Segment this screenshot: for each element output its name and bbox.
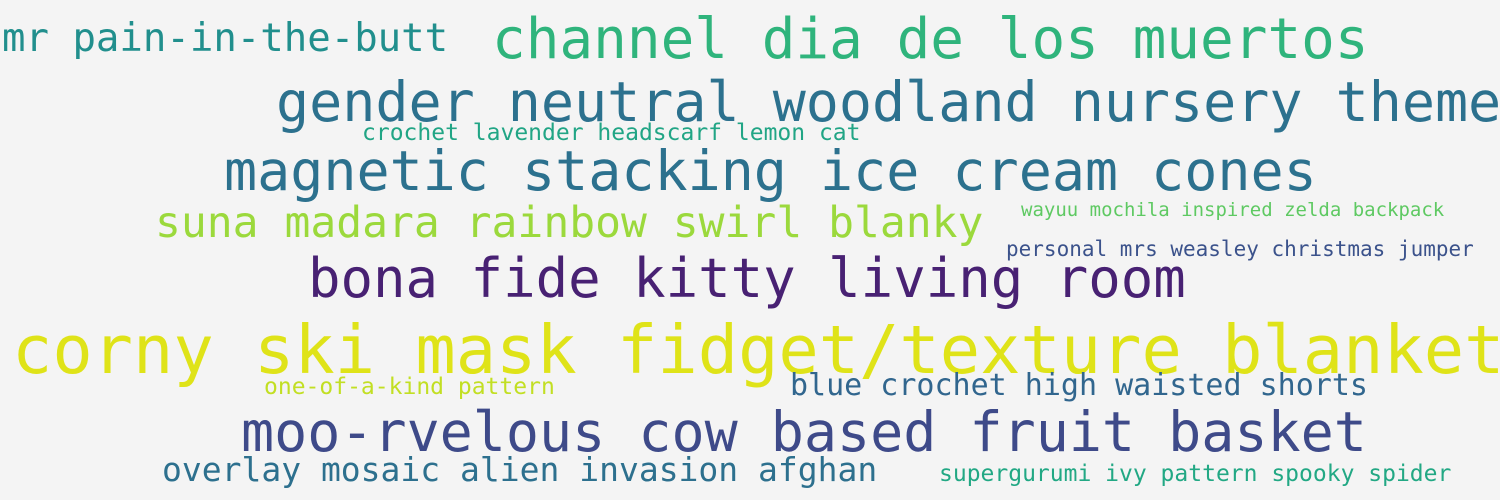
word-gender-neutral-woodland-nursery-theme: gender neutral woodland nursery theme (276, 70, 1500, 134)
word-personal-mrs-weasley-christmas-jumper: personal mrs weasley christmas jumper (1006, 237, 1474, 261)
word-bona-fide-kitty-living-room: bona fide kitty living room (308, 247, 1186, 310)
word-one-of-a-kind-pattern: one-of-a-kind pattern (264, 374, 555, 400)
word-overlay-mosaic-alien-invasion-afghan: overlay mosaic alien invasion afghan (162, 450, 878, 489)
word-magnetic-stacking-ice-cream-cones: magnetic stacking ice cream cones (224, 139, 1317, 203)
word-supergurumi-ivy-pattern-spooky-spider: supergurumi ivy pattern spooky spider (939, 461, 1452, 487)
word-wayuu-mochila-inspired-zelda-backpack: wayuu mochila inspired zelda backpack (1021, 199, 1445, 221)
word-channel-dia-de-los-muertos: channel dia de los muertos (492, 7, 1369, 72)
word-mr-pain-in-the-butt: mr pain-in-the-butt (2, 16, 449, 61)
word-moo-rvelous-cow-based-fruit-basket: moo-rvelous cow based fruit basket (241, 400, 1367, 464)
word-crochet-lavender-headscarf-lemon-cat: crochet lavender headscarf lemon cat (362, 120, 861, 146)
word-suna-madara-rainbow-swirl-blanky: suna madara rainbow swirl blanky (155, 198, 984, 248)
word-blue-crochet-high-waisted-shorts: blue crochet high waisted shorts (790, 368, 1368, 403)
word-corny-ski-mask-fidget-texture-blanket: corny ski mask fidget/texture blanket (12, 311, 1500, 389)
